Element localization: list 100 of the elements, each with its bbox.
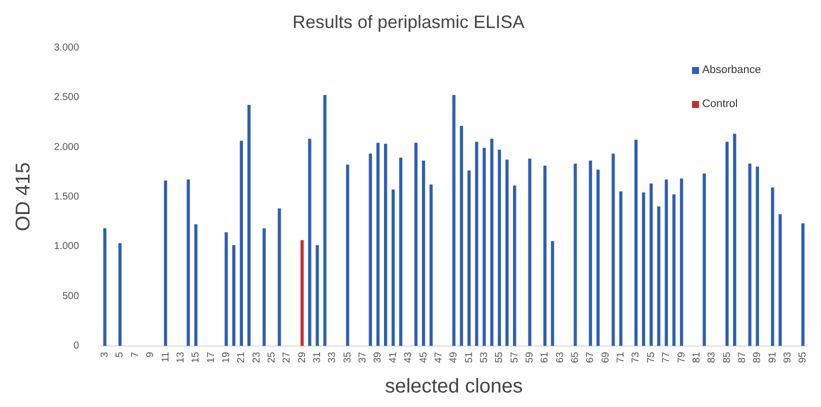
bar	[596, 170, 600, 346]
bar	[392, 189, 395, 346]
x-tick-label: 33	[327, 351, 338, 363]
bar	[346, 164, 350, 346]
x-tick-label: 65	[570, 351, 582, 363]
bar	[619, 191, 622, 346]
bar	[186, 180, 190, 346]
x-tick-label: 19	[220, 351, 232, 363]
bar	[672, 194, 676, 346]
x-tick-label: 83	[706, 351, 718, 363]
x-tick-label: 69	[600, 351, 612, 363]
bar	[588, 160, 592, 346]
bar	[422, 160, 426, 346]
x-tick-label: 89	[752, 351, 764, 363]
bar	[316, 245, 319, 346]
bar	[232, 245, 236, 346]
y-tick-label: 3.000	[54, 42, 80, 54]
x-tick-label: 63	[554, 351, 566, 363]
bar	[702, 174, 706, 346]
bar	[634, 140, 638, 346]
x-tick-label: 7	[130, 351, 141, 358]
x-tick-label: 45	[418, 351, 430, 363]
x-tick-label: 9	[145, 351, 156, 358]
bar	[460, 126, 464, 346]
bar	[513, 185, 516, 346]
bar	[657, 206, 660, 346]
bar	[550, 241, 554, 346]
x-tick-label: 13	[175, 351, 186, 363]
bar	[748, 164, 752, 346]
y-tick-label: 1.500	[54, 191, 80, 202]
bar	[498, 150, 501, 346]
x-tick-label: 43	[403, 351, 414, 363]
bar	[505, 160, 509, 346]
bar	[725, 142, 729, 346]
x-tick-label: 77	[661, 351, 672, 363]
x-tick-label: 35	[342, 351, 354, 363]
x-tick-label: 75	[646, 351, 657, 363]
bar	[650, 183, 653, 346]
bar	[528, 158, 532, 346]
bar	[467, 170, 471, 346]
y-tick-label: 2.000	[54, 142, 80, 153]
y-tick-label: 0	[73, 340, 80, 352]
x-axis-title: selected clones	[384, 376, 523, 398]
y-tick-label: 1.000	[54, 241, 80, 252]
x-tick-label: 39	[372, 351, 384, 363]
x-tick-label: 3	[100, 351, 111, 358]
x-tick-label: 21	[236, 351, 248, 363]
x-tick-label: 15	[190, 351, 202, 363]
bar	[262, 228, 266, 346]
x-tick-label: 49	[448, 351, 460, 363]
bar	[801, 223, 805, 346]
x-tick-label: 25	[266, 351, 278, 363]
bar	[482, 148, 486, 346]
x-tick-label: 27	[282, 351, 293, 363]
bar	[680, 178, 684, 346]
bar	[224, 232, 228, 346]
bar	[612, 154, 615, 346]
bar	[574, 164, 577, 346]
bar	[323, 94, 326, 346]
bar	[452, 94, 456, 346]
bar	[368, 154, 372, 346]
bar	[240, 140, 243, 346]
bar	[778, 214, 782, 346]
x-tick-label: 17	[206, 351, 217, 363]
legend-label: Control	[702, 98, 738, 110]
bar	[414, 142, 418, 346]
x-tick-label: 23	[251, 351, 262, 363]
x-tick-label: 55	[494, 351, 506, 363]
x-tick-label: 59	[524, 351, 536, 363]
bar	[430, 184, 433, 346]
bar	[103, 228, 106, 346]
chart-title: Results of periplasmic ELISA	[292, 12, 525, 32]
bar	[376, 142, 380, 346]
bar	[733, 134, 736, 346]
bar	[475, 142, 478, 346]
x-tick-label: 91	[767, 351, 778, 363]
y-tick-label: 2.500	[54, 92, 80, 104]
x-tick-label: 73	[630, 351, 642, 363]
x-tick-label: 79	[676, 351, 688, 363]
x-tick-label: 5	[114, 351, 126, 358]
bar	[247, 104, 251, 346]
bar	[490, 138, 494, 346]
bar	[308, 138, 312, 346]
x-tick-label: 41	[388, 351, 399, 363]
x-tick-label: 51	[464, 351, 475, 363]
x-tick-label: 57	[509, 351, 520, 363]
bar	[278, 208, 281, 346]
bar	[194, 224, 198, 346]
x-tick-label: 85	[722, 351, 733, 363]
x-tick-label: 93	[782, 351, 794, 363]
bar	[384, 144, 388, 346]
x-tick-label: 87	[736, 351, 748, 363]
legend-label: Absorbance	[702, 64, 761, 76]
x-tick-label: 29	[296, 351, 308, 363]
bar	[399, 158, 402, 346]
bar	[118, 243, 122, 346]
y-axis-title: OD 415	[12, 162, 35, 232]
x-tick-label: 53	[478, 351, 490, 363]
x-tick-label: 47	[433, 351, 444, 363]
y-tick-label: 500	[62, 290, 80, 302]
